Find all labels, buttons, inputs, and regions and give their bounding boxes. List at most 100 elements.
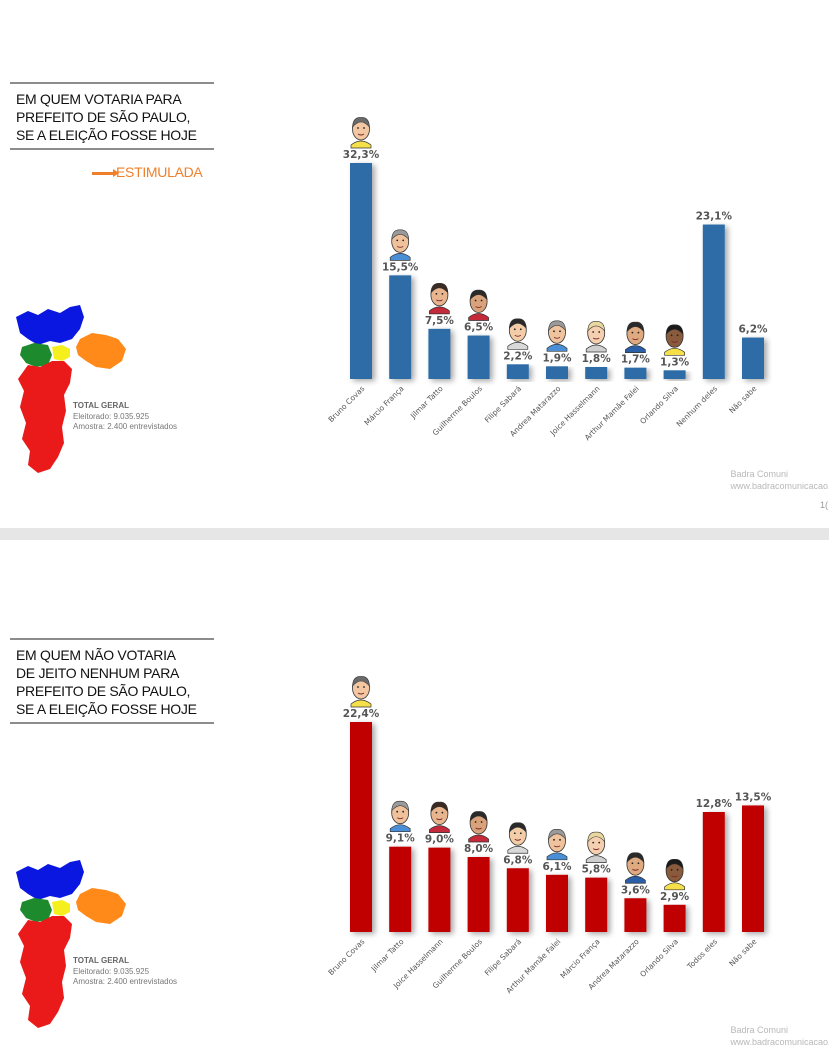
candidate-portrait-icon [429, 283, 450, 315]
stats-eleitorado: Eleitorado: 9.035.925 [73, 966, 150, 976]
x-tick-label: Orlando Silva [638, 384, 680, 426]
candidate-portrait-icon [585, 831, 607, 863]
candidate-portrait-icon [507, 318, 529, 350]
chart-bar [389, 275, 412, 379]
candidate-portrait-icon [389, 800, 411, 833]
chart-title-line: SE A ELEIÇÃO FOSSE HOJE [16, 701, 197, 717]
data-label: 32,3% [343, 149, 380, 161]
chart-bar [702, 812, 725, 932]
map-region-north [16, 860, 84, 900]
stats-amostra: Amostra: 2.400 entrevistados [73, 422, 178, 431]
data-label: 1,9% [542, 352, 572, 364]
candidate-portrait-icon [625, 852, 646, 884]
data-label: 9,0% [425, 834, 455, 846]
candidate-portrait-icon [625, 321, 646, 353]
candidate-portrait-icon [429, 801, 450, 833]
candidate-portrait-icon [664, 859, 685, 891]
x-tick-label: Não sabe [727, 937, 758, 968]
chart-title-line: EM QUEM VOTARIA PARA [16, 91, 182, 107]
candidate-portrait-icon [664, 324, 685, 356]
sample-stats: TOTAL GERAL Eleitorado: 9.035.925 Amostr… [73, 401, 177, 433]
x-tick-label: Nenhum deles [675, 384, 720, 429]
chart-bar [350, 163, 372, 379]
chart-bar [506, 364, 529, 379]
arrow-right-icon [92, 168, 119, 177]
data-label: 3,6% [621, 884, 651, 896]
x-tick-label: Não sabe [727, 384, 758, 415]
x-tick-label: Orlando Silva [638, 937, 680, 979]
x-tick-label: Bruno Covas [326, 937, 366, 977]
data-label: 1,3% [660, 356, 690, 368]
subtitle-estimulada: ESTIMULADA [92, 164, 203, 180]
stats-eleitorado: Eleitorado: 9.035.925 [73, 411, 150, 421]
map-region-north [16, 305, 84, 345]
data-label: 8,0% [464, 843, 494, 855]
map-region-center [52, 345, 70, 361]
candidate-portrait-icon [468, 289, 489, 321]
chart-title-line: PREFEITO DE SÃO PAULO, [16, 109, 191, 125]
data-label: 12,8% [696, 798, 733, 810]
chart-bar [663, 370, 686, 379]
watermark: Badra Comuni www.badracomunicacao.c [730, 468, 829, 492]
chart-bar [702, 224, 725, 379]
candidate-portrait-icon [468, 811, 489, 843]
sample-stats: TOTAL GERAL Eleitorado: 9.035.925 Amostr… [73, 956, 177, 988]
chart-bar [585, 877, 608, 932]
data-label: 9,1% [386, 833, 416, 845]
data-label: 2,9% [660, 891, 690, 903]
x-tick-label: Bruno Covas [326, 384, 366, 424]
x-tick-label: Jilmar Tatto [408, 384, 445, 421]
chart-title-box: EM QUEM VOTARIA PARA PREFEITO DE SÃO PAU… [10, 82, 214, 150]
candidate-portrait-icon [507, 822, 529, 854]
data-label: 23,1% [696, 211, 733, 223]
chart-bar [546, 366, 568, 379]
chart-bar [428, 328, 451, 379]
map-region-south [18, 916, 72, 1028]
x-tick-label: Todos eles [685, 937, 720, 972]
candidate-portrait-icon [389, 229, 411, 261]
chart-bar [389, 846, 412, 932]
chart-bar [467, 857, 490, 932]
data-label: 6,5% [464, 322, 494, 334]
x-tick-label: Filipe Sabará [483, 937, 523, 977]
watermark-line2: www.badracomunicacao.c [730, 1037, 829, 1047]
map-region-south [18, 361, 72, 473]
chart-bar [350, 722, 372, 932]
stats-title: TOTAL GERAL [73, 401, 129, 410]
candidate-portrait-icon [585, 321, 607, 353]
chart-bar [546, 874, 568, 932]
chart-bar [624, 367, 647, 379]
data-label: 7,5% [425, 315, 455, 327]
page-number: 1( [820, 500, 829, 510]
stats-title: TOTAL GERAL [73, 956, 129, 965]
chart-bar [663, 904, 686, 932]
watermark: Badra Comuni www.badracomunicacao.c [730, 1024, 829, 1048]
data-label: 1,7% [621, 354, 651, 366]
chart-bar [624, 898, 647, 932]
map-region-east [76, 888, 126, 924]
x-tick-label: Márcio França [362, 384, 405, 427]
map-region-west [20, 898, 52, 922]
data-label: 6,8% [503, 854, 533, 866]
data-label: 15,5% [382, 261, 419, 273]
data-label: 13,5% [735, 791, 772, 803]
chart-title-line: DE JEITO NENHUM PARA [16, 665, 180, 681]
candidate-portrait-icon [350, 117, 372, 149]
watermark-line1: Badra Comuni [730, 1025, 788, 1035]
slide-rejeicao: EM QUEM NÃO VOTARIA DE JEITO NENHUM PARA… [0, 540, 829, 1053]
map-region-west [20, 343, 52, 367]
data-label: 6,1% [542, 861, 572, 873]
chart-title-line: EM QUEM NÃO VOTARIA [16, 647, 176, 663]
chart-title-line: SE A ELEIÇÃO FOSSE HOJE [16, 127, 197, 143]
chart-bar [742, 337, 764, 379]
candidate-portrait-icon [350, 676, 372, 708]
map-region-center [52, 900, 70, 916]
map-region-east [76, 333, 126, 369]
watermark-line1: Badra Comuni [730, 469, 788, 479]
x-tick-label: Jilmar Tatto [369, 937, 406, 974]
data-label: 6,2% [738, 324, 768, 336]
chart-bar [742, 805, 764, 932]
candidate-portrait-icon [546, 320, 568, 352]
vote-intention-chart: 32,3% Bruno Covas 15,5% Márcio França 7,5% Ji… [326, 117, 768, 442]
